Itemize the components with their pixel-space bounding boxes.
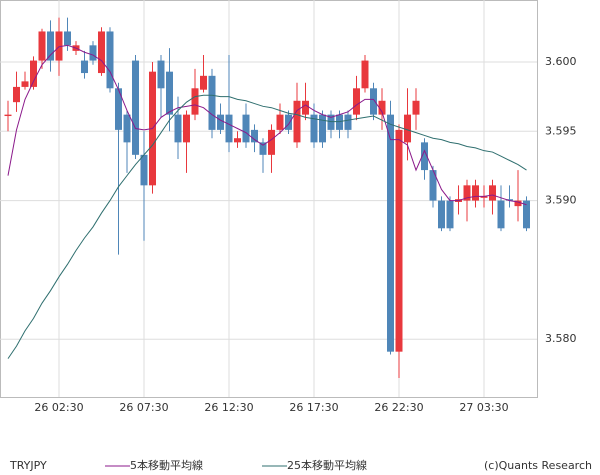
candle-body (523, 200, 530, 229)
candle-body (251, 129, 258, 143)
candle-body (200, 75, 207, 90)
candle-body (421, 142, 428, 171)
x-tick-label: 26 02:30 (34, 401, 83, 414)
candle-body (115, 88, 122, 130)
candle-body (293, 100, 301, 143)
candle-body (166, 71, 173, 115)
marks (4, 17, 530, 379)
candle-body (378, 100, 386, 115)
candle-body (21, 81, 29, 87)
candle-body (98, 31, 105, 74)
candle-body (395, 129, 403, 352)
candle-body (327, 114, 335, 130)
candle-body (446, 200, 454, 229)
y-tick-label: 3.580 (545, 332, 577, 345)
candle-body (480, 196, 488, 198)
candle-body (438, 200, 445, 229)
candle-body (13, 86, 20, 103)
candle-body (157, 60, 165, 89)
candle-body (463, 185, 471, 201)
candle-body (336, 114, 343, 130)
candle-body (64, 31, 71, 46)
plot-frame (0, 0, 538, 398)
candle-body (38, 31, 46, 61)
moving-average (7, 44, 527, 206)
symbol: TRYJPY (9, 459, 47, 472)
y-tick-label: 3.595 (545, 124, 577, 137)
candle-body (225, 114, 233, 143)
candle-body (234, 138, 241, 143)
candle-body (106, 31, 114, 89)
x-tick-label: 26 17:30 (289, 401, 338, 414)
candle-body (302, 100, 309, 115)
candle-body (132, 60, 139, 155)
legend-label: 25本移動平均線 (287, 458, 367, 472)
candle-body (4, 114, 12, 117)
candle-body (123, 114, 131, 143)
candle-body (387, 114, 394, 352)
candle-body (412, 100, 420, 115)
candle-body (259, 142, 267, 155)
candle-body (344, 114, 352, 130)
legend-label: 5本移動平均線 (130, 458, 203, 472)
candle-body (183, 114, 190, 143)
candle-body (55, 31, 63, 61)
candle-body (140, 154, 148, 186)
candle-body (276, 114, 284, 130)
candle-body (489, 185, 496, 201)
candle-body (404, 114, 411, 143)
candle-body (370, 88, 377, 115)
x-tick-label: 26 12:30 (204, 401, 253, 414)
candle-body (268, 129, 275, 155)
moving-average (7, 94, 527, 359)
candle-body (353, 88, 360, 115)
labels: 3.600 3.595 3.590 3.580 26 02:30 26 07:30 26 1… (34, 55, 576, 414)
candle-body (47, 31, 54, 61)
y-tick-label: 3.590 (545, 194, 577, 207)
x-tick-label: 26 22:30 (374, 401, 423, 414)
candle-body (242, 114, 250, 143)
candle-body (191, 88, 199, 115)
candle-body (81, 60, 88, 74)
candle-body (506, 199, 513, 201)
y-tick-label: 3.600 (545, 55, 577, 68)
candle-body (174, 114, 182, 143)
candle-body (361, 60, 369, 89)
x-tick-label: 26 07:30 (119, 401, 168, 414)
candle-body (208, 75, 216, 130)
candle-body (472, 185, 479, 201)
candle-body (319, 114, 326, 143)
copyright: (c)Quants Research (484, 459, 592, 472)
candle-body (217, 114, 224, 130)
candle-body (310, 114, 318, 143)
candle-body (497, 200, 505, 229)
x-tick-label: 27 03:30 (459, 401, 508, 414)
candle-body (89, 45, 97, 61)
candle-body (514, 200, 522, 207)
candle-body (30, 60, 37, 87)
candle-body (285, 114, 292, 130)
candle-body (429, 170, 437, 201)
